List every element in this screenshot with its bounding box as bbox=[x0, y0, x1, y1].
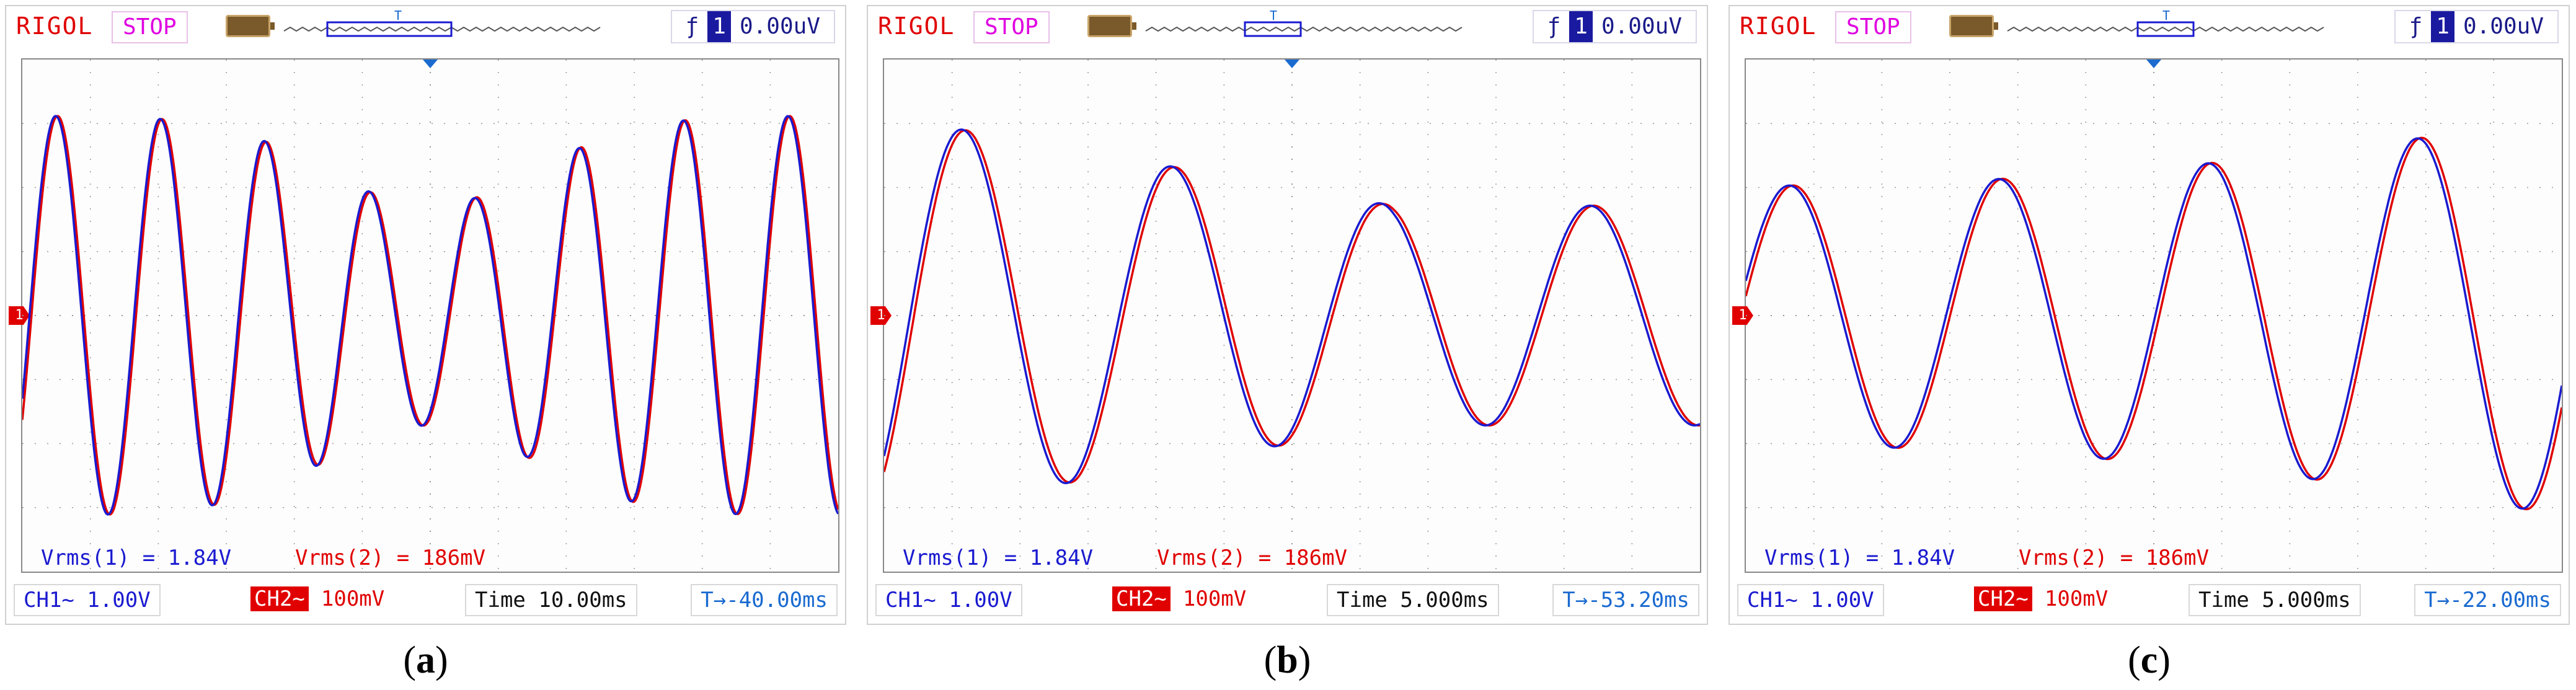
waveform-display[interactable]: 1 Vrms(1) = 1.84V Vrms(2) = 186mV bbox=[9, 58, 839, 573]
status-bar: CH1~ 1.00V CH2~ 100mV Time 10.00ms T→-40.… bbox=[6, 578, 845, 622]
caption-open: ( bbox=[2128, 639, 2141, 681]
status-bar: CH1~ 1.00V CH2~ 100mV Time 5.000ms T→-53.… bbox=[868, 578, 1707, 622]
trigger-status[interactable]: ƒ 1 0.00uV bbox=[2394, 10, 2559, 43]
trigger-level: 0.00uV bbox=[1601, 14, 1682, 39]
trigger-position-marker bbox=[1285, 60, 1299, 68]
status-bar: CH1~ 1.00V CH2~ 100mV Time 5.000ms T→-22.… bbox=[1730, 578, 2569, 622]
brand-label: RIGOL bbox=[878, 12, 955, 40]
timebase[interactable]: Time 10.00ms bbox=[465, 584, 637, 616]
trigger-edge-icon: ƒ bbox=[1547, 14, 1561, 39]
scope-header: RIGOL STOP T ƒ 1 0.00uV bbox=[868, 6, 1707, 58]
ch2-tag: CH2~ bbox=[1112, 586, 1171, 611]
ch1-scale[interactable]: CH1~ 1.00V bbox=[875, 584, 1022, 616]
caption-letter: a bbox=[416, 639, 435, 681]
vrms-ch2-readout: Vrms(2) = 186mV bbox=[295, 546, 486, 570]
vrms-ch2-readout: Vrms(2) = 186mV bbox=[1157, 546, 1348, 570]
caption-letter: b bbox=[1277, 639, 1298, 681]
ch2-trace bbox=[1746, 136, 2562, 511]
caption-open: ( bbox=[1264, 639, 1277, 681]
trigger-level: 0.00uV bbox=[739, 14, 820, 39]
trigger-offset[interactable]: T→-22.00ms bbox=[2414, 584, 2561, 616]
trigger-offset[interactable]: T→-53.20ms bbox=[1552, 584, 1699, 616]
battery-icon bbox=[1949, 15, 1998, 37]
battery-icon bbox=[226, 15, 275, 37]
vrms-ch1-readout: Vrms(1) = 1.84V bbox=[1764, 546, 1955, 570]
caption-close: ) bbox=[1298, 639, 1311, 681]
trigger-edge-icon: ƒ bbox=[2409, 14, 2423, 39]
ch2-trace bbox=[884, 129, 1700, 484]
trigger-channel: 1 bbox=[2431, 11, 2454, 42]
trigger-status[interactable]: ƒ 1 0.00uV bbox=[1532, 10, 1697, 43]
timebase[interactable]: Time 5.000ms bbox=[2189, 584, 2361, 616]
scope-panel-c: RIGOL STOP T ƒ 1 0.00uV 1 Vrms(1) = 1.84V … bbox=[1728, 5, 2570, 625]
caption-open: ( bbox=[403, 639, 416, 681]
run-stop-status[interactable]: STOP bbox=[973, 11, 1050, 43]
brand-label: RIGOL bbox=[16, 12, 94, 40]
ch1-ground-marker[interactable]: 1 bbox=[1732, 306, 1753, 325]
brand-label: RIGOL bbox=[1740, 12, 1817, 40]
waveform-plot bbox=[22, 60, 838, 572]
ch1-trace bbox=[22, 115, 838, 516]
memory-window-icon: T bbox=[283, 8, 601, 37]
caption-close: ) bbox=[2158, 639, 2171, 681]
ch1-trace bbox=[884, 128, 1700, 485]
caption-letter: c bbox=[2140, 639, 2158, 681]
trigger-position-marker bbox=[2146, 60, 2161, 68]
waveform-plot bbox=[1746, 60, 2562, 572]
trigger-offset[interactable]: T→-40.00ms bbox=[691, 584, 838, 616]
waveform-plot bbox=[884, 60, 1700, 572]
battery-icon bbox=[1087, 15, 1136, 37]
waveform-display[interactable]: 1 Vrms(1) = 1.84V Vrms(2) = 186mV bbox=[870, 58, 1701, 573]
caption-c: (c) bbox=[1728, 639, 2570, 683]
trigger-channel: 1 bbox=[707, 11, 731, 42]
trigger-level: 0.00uV bbox=[2463, 14, 2544, 39]
timebase[interactable]: Time 5.000ms bbox=[1327, 584, 1499, 616]
trigger-position-marker bbox=[423, 60, 438, 68]
run-stop-status[interactable]: STOP bbox=[112, 11, 188, 43]
ch2-scale: 100mV bbox=[321, 586, 385, 611]
caption-close: ) bbox=[435, 639, 448, 681]
ch2-scale-group[interactable]: CH2~ 100mV bbox=[1104, 584, 1255, 614]
vrms-ch2-readout: Vrms(2) = 186mV bbox=[2019, 546, 2210, 570]
ch2-scale-group[interactable]: CH2~ 100mV bbox=[242, 584, 394, 614]
scope-header: RIGOL STOP T ƒ 1 0.00uV bbox=[1730, 6, 2569, 58]
svg-text:T: T bbox=[394, 8, 402, 23]
ch2-scale-group[interactable]: CH2~ 100mV bbox=[1965, 584, 2117, 614]
scope-header: RIGOL STOP T ƒ 1 0.00uV bbox=[6, 6, 845, 58]
ch1-scale[interactable]: CH1~ 1.00V bbox=[1737, 584, 1884, 616]
caption-b: (b) bbox=[867, 639, 1708, 683]
ch2-tag: CH2~ bbox=[250, 586, 309, 611]
waveform-display[interactable]: 1 Vrms(1) = 1.84V Vrms(2) = 186mV bbox=[1732, 58, 2563, 573]
ch1-scale[interactable]: CH1~ 1.00V bbox=[14, 584, 161, 616]
ch2-trace bbox=[22, 115, 838, 516]
vrms-ch1-readout: Vrms(1) = 1.84V bbox=[41, 546, 232, 570]
memory-window-icon: T bbox=[2007, 8, 2324, 37]
ch2-scale: 100mV bbox=[2044, 586, 2109, 611]
ch2-scale: 100mV bbox=[1182, 586, 1247, 611]
trigger-edge-icon: ƒ bbox=[685, 14, 699, 39]
svg-text:T: T bbox=[2162, 8, 2170, 23]
memory-window-icon: T bbox=[1145, 8, 1463, 37]
svg-text:T: T bbox=[1270, 8, 1277, 23]
vrms-ch1-readout: Vrms(1) = 1.84V bbox=[903, 546, 1094, 570]
ch1-trace bbox=[1746, 137, 2562, 510]
ch2-tag: CH2~ bbox=[1974, 586, 2032, 611]
scope-panel-b: RIGOL STOP T ƒ 1 0.00uV 1 Vrms(1) = 1.84V … bbox=[867, 5, 1708, 625]
run-stop-status[interactable]: STOP bbox=[1835, 11, 1911, 43]
scope-panel-a: RIGOL STOP T ƒ 1 0.00uV 1 Vrms(1) = 1.84V … bbox=[5, 5, 846, 625]
caption-a: (a) bbox=[5, 639, 846, 683]
trigger-channel: 1 bbox=[1569, 11, 1593, 42]
trigger-status[interactable]: ƒ 1 0.00uV bbox=[670, 10, 835, 43]
